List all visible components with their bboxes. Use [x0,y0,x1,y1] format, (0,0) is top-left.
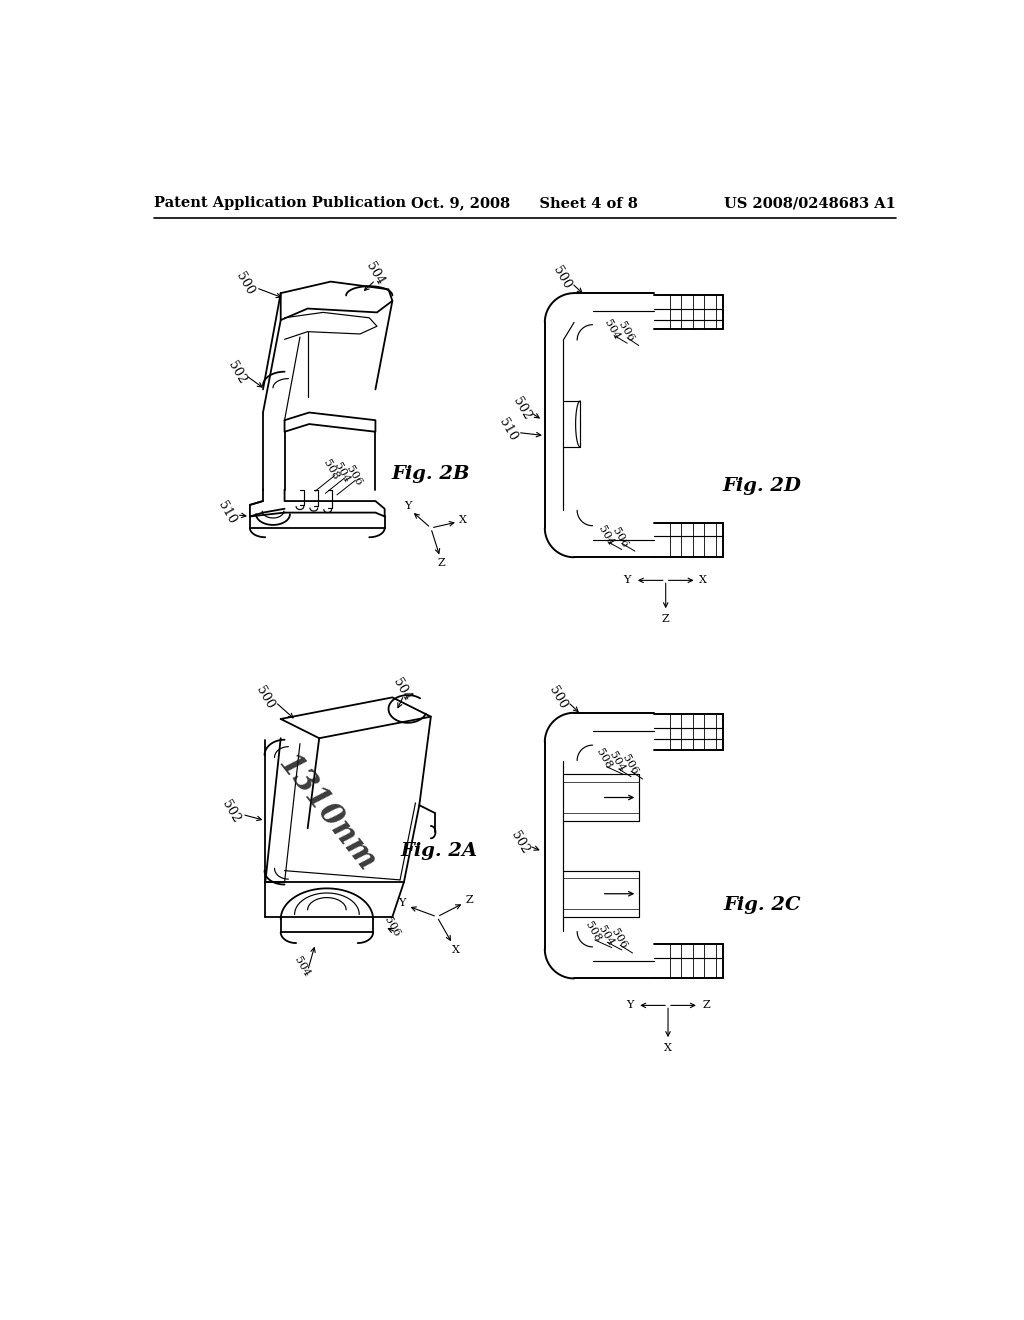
Text: 506: 506 [383,915,402,939]
Text: Fig. 2C: Fig. 2C [723,896,801,915]
Text: X: X [698,576,707,585]
Text: 506: 506 [344,463,364,487]
Text: 502: 502 [225,359,249,385]
Text: Oct. 9, 2008  Sheet 4 of 8: Oct. 9, 2008 Sheet 4 of 8 [412,197,638,210]
Text: 504: 504 [333,461,352,484]
Text: Patent Application Publication: Patent Application Publication [154,197,406,210]
Text: Z: Z [702,1001,711,1010]
Text: US 2008/0248683 A1: US 2008/0248683 A1 [724,197,896,210]
Text: Fig. 2D: Fig. 2D [723,477,802,495]
Text: 502: 502 [510,395,534,422]
Text: Y: Y [626,1001,633,1010]
Text: Z: Z [438,558,445,569]
Text: X: X [459,515,467,525]
Text: 508: 508 [322,458,340,482]
Text: 504: 504 [596,924,615,946]
Text: 500: 500 [547,684,569,711]
Text: 506: 506 [616,319,635,343]
Text: Z: Z [662,614,670,624]
Text: 504: 504 [390,676,414,704]
Text: 500: 500 [232,269,256,297]
Text: X: X [452,945,460,954]
Text: 502: 502 [219,797,243,825]
Text: 504: 504 [596,524,615,548]
Text: 506: 506 [610,527,630,549]
Text: 504: 504 [607,750,627,774]
Text: 510: 510 [497,416,519,444]
Text: Y: Y [404,502,412,511]
Text: 504: 504 [364,260,387,288]
Text: 506: 506 [609,927,629,950]
Text: Z: Z [466,895,473,906]
Text: 504: 504 [292,956,311,978]
Text: 500: 500 [254,684,276,711]
Text: 1310nm: 1310nm [271,748,382,878]
Text: Y: Y [624,576,631,585]
Text: 502: 502 [509,829,531,855]
Text: Fig. 2A: Fig. 2A [400,842,477,861]
Text: 504: 504 [602,318,622,341]
Text: 506: 506 [620,754,639,777]
Text: 500: 500 [550,264,573,292]
Text: Y: Y [398,898,406,908]
Text: 508: 508 [595,747,613,771]
Text: 510: 510 [215,499,239,527]
Text: 508: 508 [583,920,602,944]
Text: Fig. 2B: Fig. 2B [391,465,470,483]
Text: X: X [665,1043,672,1053]
